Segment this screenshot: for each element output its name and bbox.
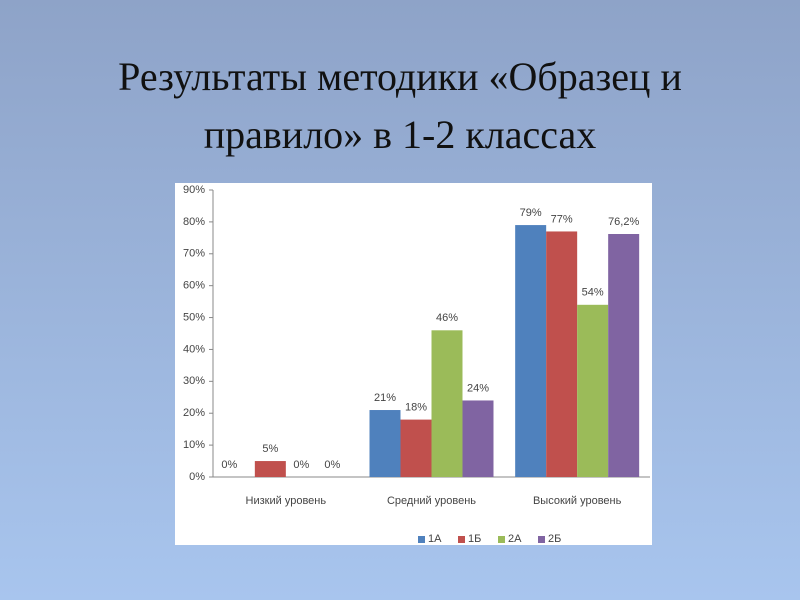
legend-swatch	[498, 536, 505, 543]
y-tick-label: 80%	[183, 216, 205, 228]
value-label: 0%	[293, 459, 309, 471]
value-label: 76,2%	[608, 216, 639, 228]
bar	[431, 330, 463, 477]
legend-swatch	[418, 536, 425, 543]
bar	[369, 410, 401, 477]
legend-label: 2А	[508, 533, 522, 545]
legend-swatch	[458, 536, 465, 543]
y-tick-label: 50%	[183, 311, 205, 323]
value-label: 24%	[467, 382, 489, 394]
y-tick-label: 40%	[183, 343, 205, 355]
y-tick-label: 90%	[183, 184, 205, 196]
bar	[577, 304, 609, 477]
value-label: 18%	[405, 402, 427, 414]
y-tick-label: 20%	[183, 407, 205, 419]
value-label: 79%	[520, 207, 542, 219]
value-label: 0%	[221, 459, 237, 471]
value-label: 5%	[262, 443, 278, 455]
y-tick-label: 10%	[183, 439, 205, 451]
bar	[400, 419, 432, 477]
slide-title: Результаты методики «Образец и правило» …	[118, 54, 682, 157]
legend-label: 1Б	[468, 533, 481, 545]
value-label: 21%	[374, 392, 396, 404]
x-tick-label: Низкий уровень	[246, 495, 327, 507]
legend-label: 2Б	[548, 533, 561, 545]
y-tick-label: 60%	[183, 280, 205, 292]
value-label: 54%	[582, 287, 604, 299]
x-tick-label: Высокий уровень	[533, 495, 622, 507]
bar	[462, 400, 494, 477]
value-label: 0%	[324, 459, 340, 471]
legend-label: 1А	[428, 533, 442, 545]
legend-swatch	[538, 536, 545, 543]
bar	[515, 225, 547, 477]
bar	[254, 461, 286, 477]
bar	[546, 231, 578, 477]
value-label: 77%	[551, 213, 573, 225]
y-tick-label: 30%	[183, 375, 205, 387]
bar	[608, 234, 640, 477]
y-tick-label: 0%	[189, 471, 205, 483]
y-tick-label: 70%	[183, 248, 205, 260]
value-label: 46%	[436, 312, 458, 324]
x-tick-label: Средний уровень	[387, 495, 476, 507]
